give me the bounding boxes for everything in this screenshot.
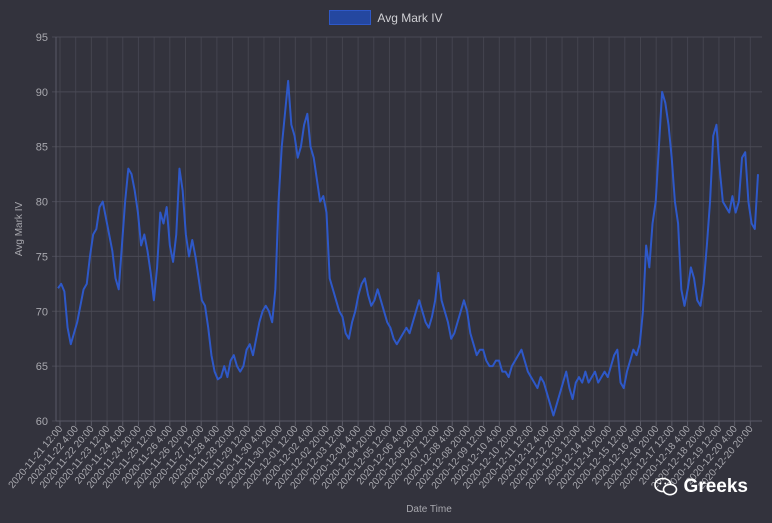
y-tick-label: 70 (36, 306, 48, 318)
y-axis-title: Avg Mark IV (14, 202, 25, 257)
y-tick-label: 65 (36, 361, 48, 373)
watermark: Greeks (653, 476, 748, 498)
y-tick-label: 75 (36, 251, 48, 263)
legend[interactable]: Avg Mark IV (0, 10, 772, 25)
legend-label: Avg Mark IV (377, 10, 443, 25)
y-tick-label: 80 (36, 197, 48, 209)
y-tick-label: 90 (36, 87, 48, 99)
legend-swatch (329, 10, 372, 25)
series-line (57, 79, 759, 417)
wechat-icon (653, 477, 677, 496)
y-tick-label: 85 (36, 142, 48, 154)
x-axis-title: Date Time (406, 504, 452, 515)
y-tick-label: 60 (36, 416, 48, 428)
y-tick-label: 95 (36, 32, 48, 44)
watermark-text: Greeks (683, 476, 748, 497)
